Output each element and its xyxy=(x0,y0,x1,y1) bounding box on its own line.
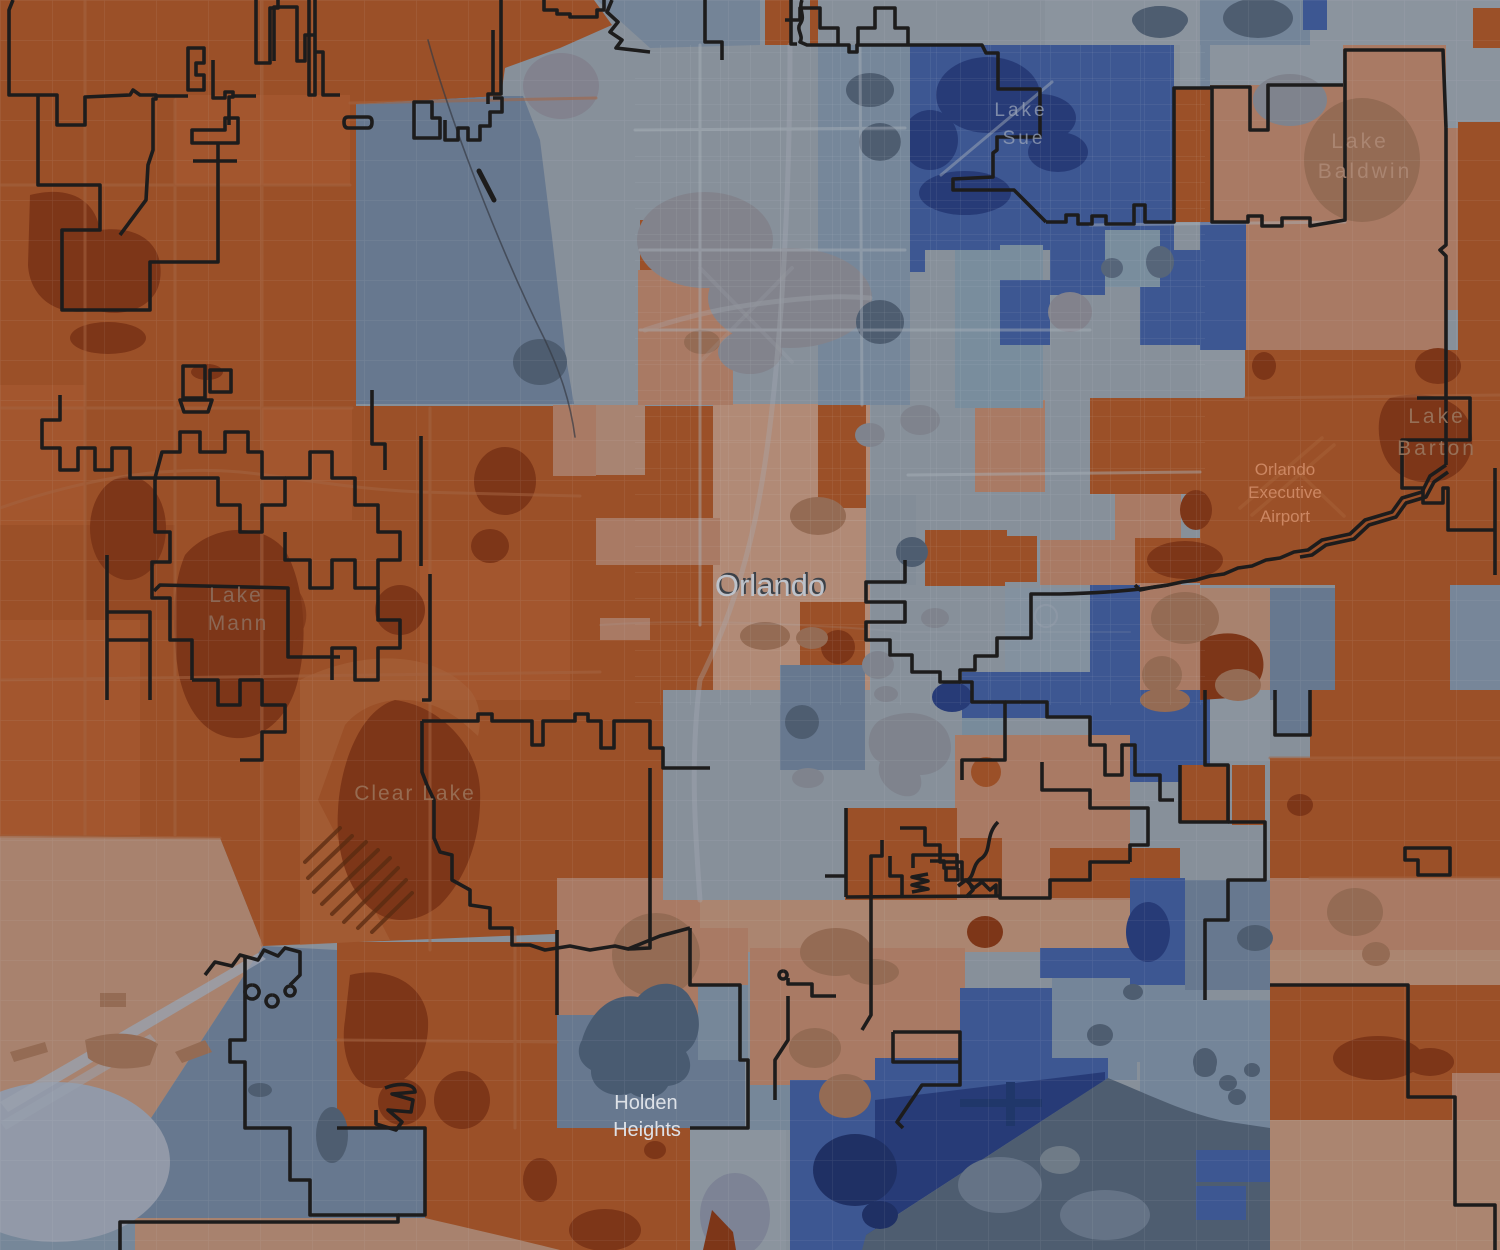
svg-text:Orlando: Orlando xyxy=(717,566,827,601)
svg-text:Holden: Holden xyxy=(614,1092,677,1114)
svg-text:Lake: Lake xyxy=(1408,405,1466,428)
svg-text:Mann: Mann xyxy=(208,612,269,635)
svg-text:Lake: Lake xyxy=(209,584,263,607)
svg-text:Clear Lake: Clear Lake xyxy=(354,782,476,805)
svg-text:Orlando: Orlando xyxy=(1255,460,1315,479)
svg-text:Lake: Lake xyxy=(994,100,1047,121)
svg-text:Executive: Executive xyxy=(1248,483,1322,502)
svg-text:Heights: Heights xyxy=(613,1119,681,1141)
svg-text:Airport: Airport xyxy=(1260,507,1310,526)
svg-text:Lake: Lake xyxy=(1331,130,1389,153)
svg-text:Sue: Sue xyxy=(1003,128,1046,149)
svg-text:Barton: Barton xyxy=(1397,437,1477,460)
svg-text:Baldwin: Baldwin xyxy=(1318,160,1413,183)
svg-text:Orlando: Orlando xyxy=(715,568,825,603)
